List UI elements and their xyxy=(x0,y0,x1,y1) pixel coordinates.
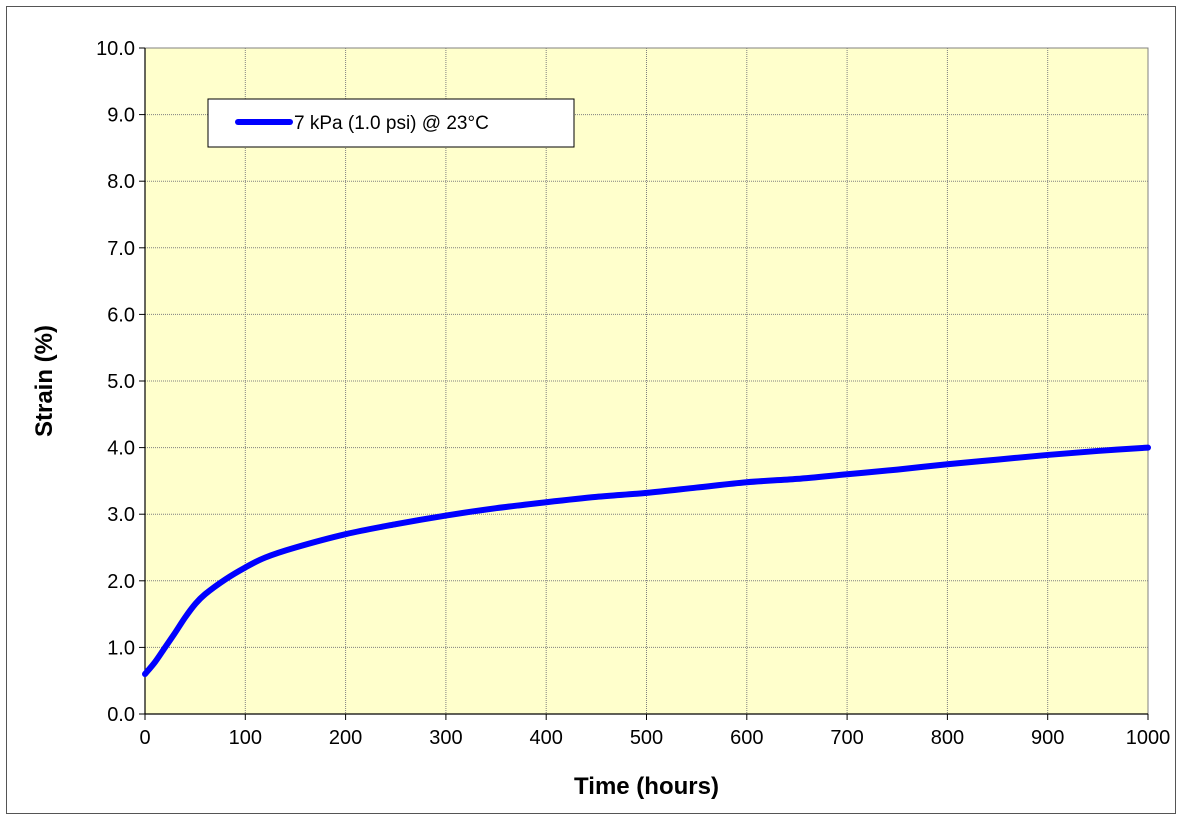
x-tick-label: 100 xyxy=(229,727,262,749)
x-tick-label: 200 xyxy=(329,727,362,749)
x-tick-label: 400 xyxy=(530,727,563,749)
x-tick-label: 0 xyxy=(139,727,150,749)
y-tick-label: 9.0 xyxy=(107,105,135,127)
y-tick-label: 2.0 xyxy=(107,571,135,593)
x-tick-label: 900 xyxy=(1031,727,1064,749)
y-tick-label: 1.0 xyxy=(107,637,135,659)
y-tick-label: 8.0 xyxy=(107,171,135,193)
x-tick-label: 300 xyxy=(429,727,462,749)
y-axis-title: Strain (%) xyxy=(31,325,58,437)
y-tick-label: 4.0 xyxy=(107,438,135,460)
y-tick-label: 10.0 xyxy=(96,38,135,60)
y-tick-label: 7.0 xyxy=(107,238,135,260)
y-tick-label: 5.0 xyxy=(107,371,135,393)
x-tick-label: 700 xyxy=(830,727,863,749)
y-tick-label: 0.0 xyxy=(107,704,135,726)
grid xyxy=(145,48,1148,714)
x-tick-label: 600 xyxy=(730,727,763,749)
axes xyxy=(139,47,1149,720)
x-tick-label: 500 xyxy=(630,727,663,749)
legend-label: 7 kPa (1.0 psi) @ 23°C xyxy=(294,113,489,134)
x-tick-label: 800 xyxy=(931,727,964,749)
y-tick-labels: 0.0 1.0 2.0 3.0 4.0 5.0 6.0 7.0 8.0 9.0 10.0 xyxy=(96,38,135,726)
series-layer xyxy=(142,444,1151,678)
x-axis-title: Time (hours) xyxy=(574,773,719,800)
legend: 7 kPa (1.0 psi) @ 23°C xyxy=(207,98,575,148)
chart-frame xyxy=(6,6,1176,814)
x-tick-label: 1000 xyxy=(1126,727,1171,749)
y-tick-label: 6.0 xyxy=(107,304,135,326)
y-tick-label: 3.0 xyxy=(107,504,135,526)
x-tick-labels: 0 100 200 300 400 500 600 700 800 900 1000 xyxy=(139,727,1170,749)
series-line xyxy=(142,444,1151,678)
